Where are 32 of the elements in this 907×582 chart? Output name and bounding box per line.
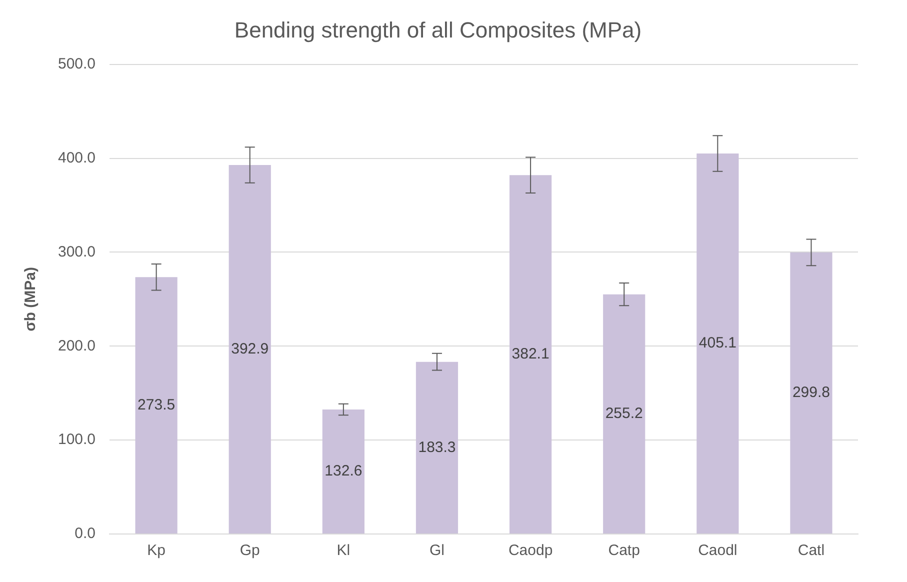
x-tick-label: Catl	[798, 542, 825, 560]
y-tick-label: 300.0	[58, 243, 96, 260]
bar	[696, 154, 739, 534]
y-tick-label: 200.0	[58, 337, 96, 354]
y-axis-title: σb (MPa)	[22, 266, 40, 332]
bar	[135, 277, 178, 534]
y-tick-label: 500.0	[58, 56, 96, 73]
bar	[228, 164, 271, 534]
data-label: 392.9	[231, 340, 269, 358]
bar	[603, 294, 646, 534]
x-tick-label: Caodp	[508, 542, 553, 560]
chart-title: Bending strength of all Composites (MPa)	[234, 17, 642, 42]
x-tick-label: Gp	[240, 542, 260, 560]
data-label: 405.1	[698, 334, 736, 352]
y-tick-label: 100.0	[58, 431, 96, 448]
bar	[509, 175, 552, 534]
y-tick-label: 0.0	[74, 525, 96, 542]
data-label: 382.1	[512, 345, 550, 362]
x-tick-label: Caodl	[698, 542, 738, 560]
y-tick-label: 400.0	[58, 149, 96, 166]
data-label: 183.3	[418, 438, 456, 456]
x-tick-label: Catp	[608, 542, 640, 560]
data-label: 132.6	[324, 462, 362, 480]
bar	[416, 362, 458, 534]
data-label: 299.8	[792, 384, 830, 402]
data-label: 255.2	[605, 405, 643, 422]
x-tick-label: Kp	[147, 542, 166, 560]
bar	[322, 409, 364, 534]
x-tick-label: Kl	[336, 542, 350, 560]
data-label: 273.5	[138, 396, 176, 414]
x-tick-label: Gl	[429, 542, 444, 560]
bar	[790, 252, 832, 534]
